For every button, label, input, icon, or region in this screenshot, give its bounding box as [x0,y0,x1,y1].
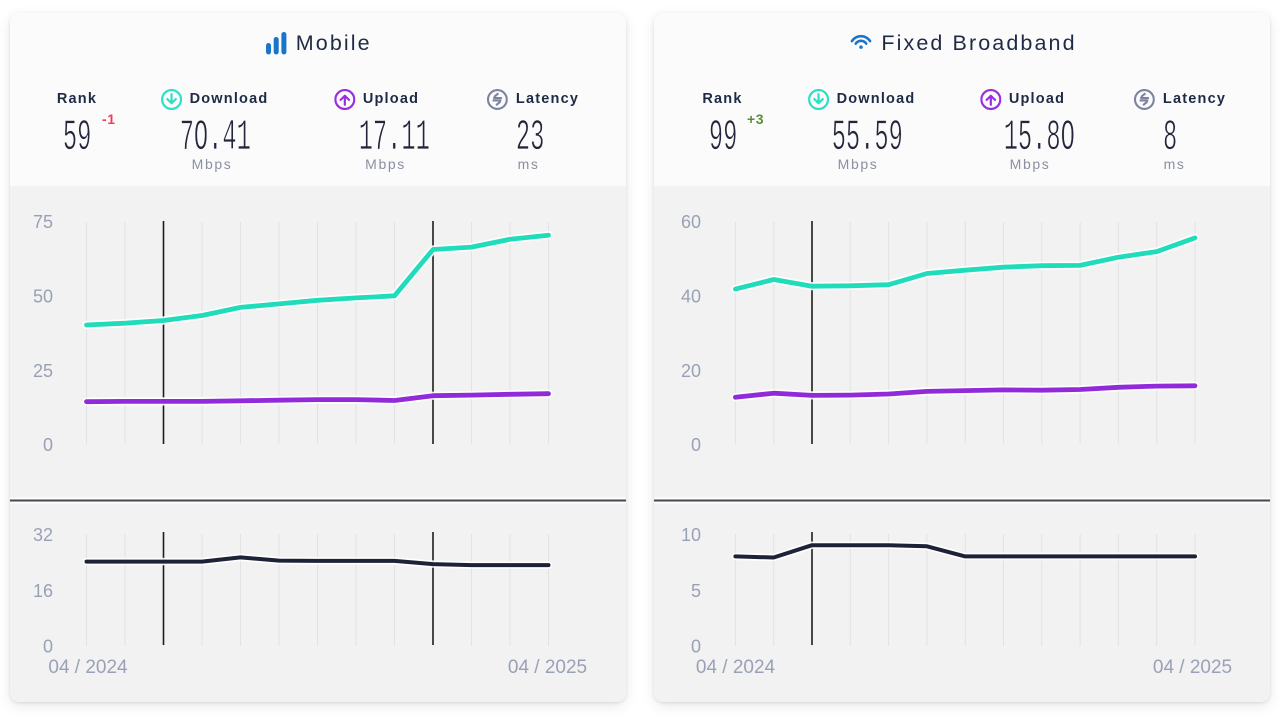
svg-text:5: 5 [691,581,701,601]
svg-text:75: 75 [33,212,53,232]
svg-text:04 / 2024: 04 / 2024 [696,657,776,678]
svg-text:32: 32 [33,525,53,545]
svg-text:0: 0 [43,637,53,657]
svg-text:04 / 2025: 04 / 2025 [508,657,587,678]
svg-text:40: 40 [681,287,701,307]
svg-text:25: 25 [33,361,53,381]
svg-text:50: 50 [33,287,53,307]
svg-text:04 / 2025: 04 / 2025 [1153,657,1232,678]
svg-text:10: 10 [681,525,701,545]
svg-text:0: 0 [691,435,701,455]
svg-text:16: 16 [33,581,53,601]
svg-text:04 / 2024: 04 / 2024 [48,657,128,678]
svg-text:60: 60 [681,212,701,232]
svg-text:20: 20 [681,361,701,381]
svg-text:0: 0 [43,435,53,455]
svg-text:0: 0 [691,637,701,657]
